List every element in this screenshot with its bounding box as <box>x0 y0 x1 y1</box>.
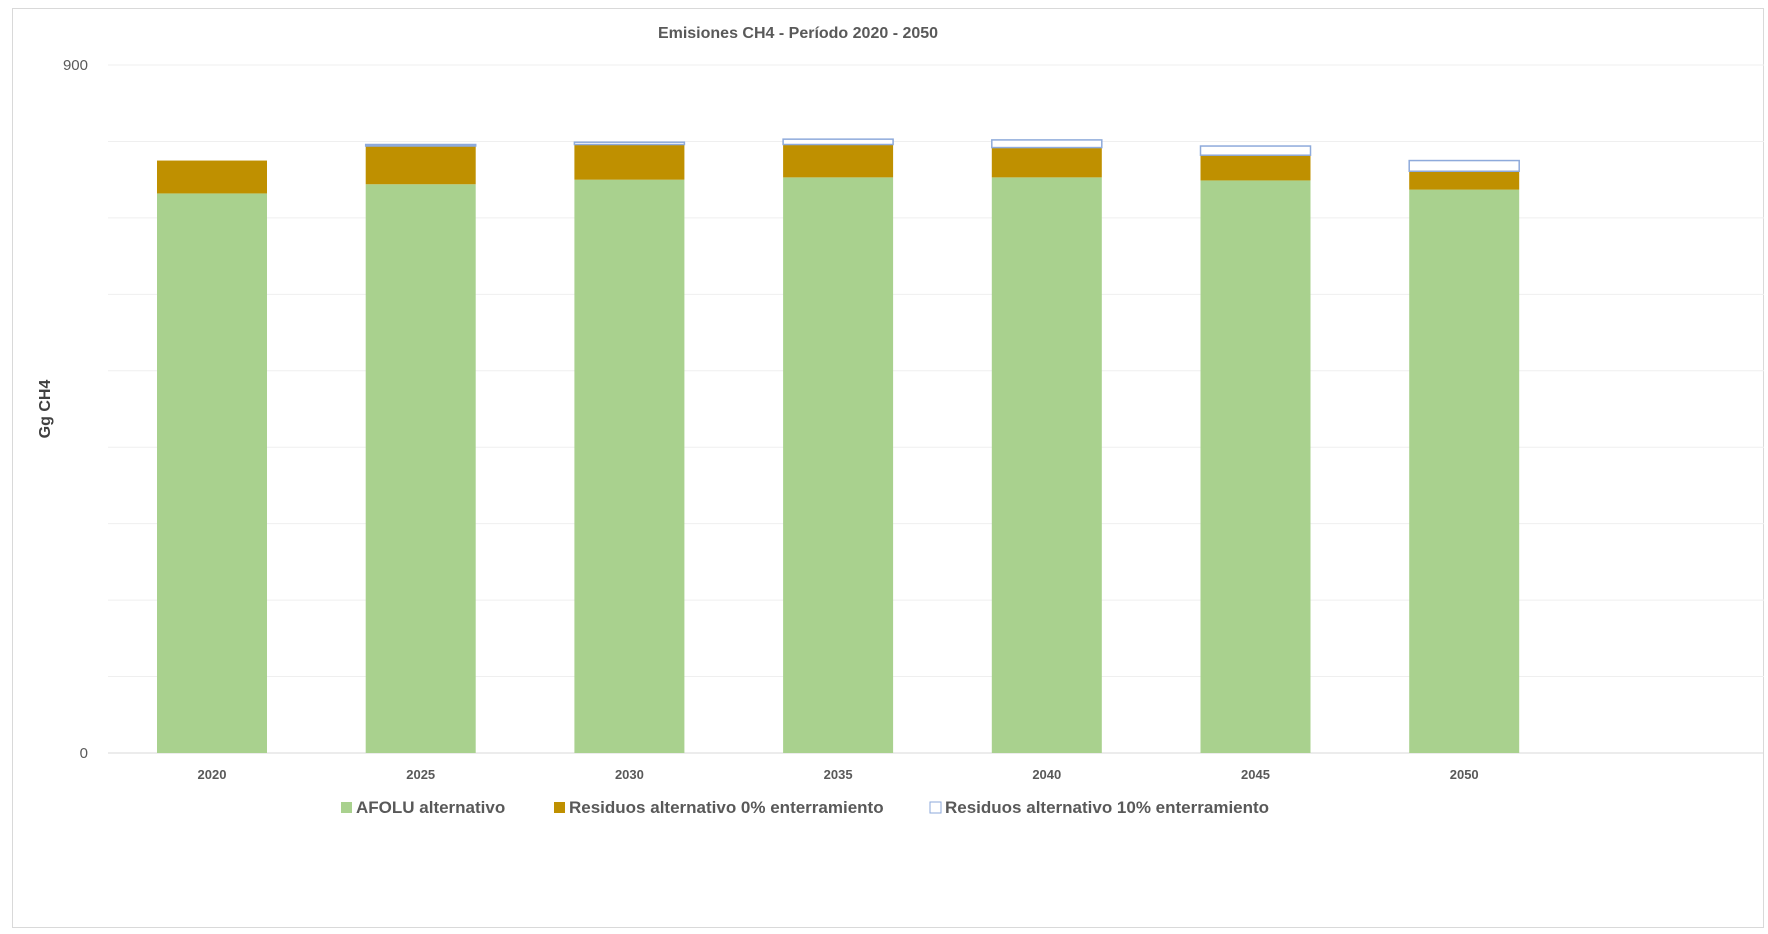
legend-swatch-3 <box>929 801 942 814</box>
bar-segment-1-2030 <box>574 179 685 753</box>
bar-segment-3-2050 <box>1408 159 1520 173</box>
bar-segment-3-2035 <box>782 138 894 146</box>
bar-segment-2-2020 <box>157 160 267 194</box>
legend-label-1: AFOLU alternativo <box>356 798 505 817</box>
legend: AFOLU alternativo Residuos alternativo 0%… <box>341 798 1269 817</box>
chart-title: Emisiones CH4 - Período 2020 - 2050 <box>658 25 938 42</box>
bar-segment-1-2020 <box>157 193 267 754</box>
legend-swatch-2 <box>554 802 565 813</box>
bar-segment-3-2025 <box>364 143 477 147</box>
bar-segment-2-2045 <box>1200 155 1311 181</box>
legend-label-2: Residuos alternativo 0% enterramiento <box>569 798 884 817</box>
x-tick-label: 2045 <box>1241 767 1270 782</box>
x-tick-label: 2025 <box>406 767 435 782</box>
x-axis-ticks: 2020 2025 2030 2035 2040 2045 2050 <box>198 767 1479 782</box>
y-axis-label: Gg CH4 <box>37 380 54 439</box>
x-tick-label: 2020 <box>198 767 227 782</box>
legend-swatch-1 <box>341 802 352 813</box>
bar-segment-3-2045 <box>1199 145 1312 156</box>
x-tick-label: 2035 <box>824 767 853 782</box>
bar-segment-2-2050 <box>1409 171 1520 190</box>
bar-segment-3-2030 <box>573 141 686 146</box>
x-tick-label: 2030 <box>615 767 644 782</box>
bar-segment-1-2035 <box>783 177 894 753</box>
bar-segment-1-2040 <box>991 177 1102 753</box>
legend-label-3: Residuos alternativo 10% enterramiento <box>945 798 1269 817</box>
bar-segment-2-2035 <box>783 144 894 178</box>
bar-segment-3-2040 <box>991 139 1103 149</box>
bar-segment-2-2025 <box>365 146 476 185</box>
bar-segment-1-2025 <box>365 184 476 754</box>
y-tick-label: 900 <box>63 57 88 74</box>
bar-segment-2-2030 <box>574 144 685 180</box>
bar-segment-1-2045 <box>1200 180 1311 754</box>
x-tick-label: 2050 <box>1450 767 1479 782</box>
x-tick-label: 2040 <box>1032 767 1061 782</box>
bars <box>157 138 1520 754</box>
y-axis-ticks: 0 900 <box>63 57 88 762</box>
bar-segment-1-2050 <box>1409 189 1520 754</box>
y-tick-label: 0 <box>80 745 88 762</box>
bar-segment-2-2040 <box>991 147 1102 178</box>
